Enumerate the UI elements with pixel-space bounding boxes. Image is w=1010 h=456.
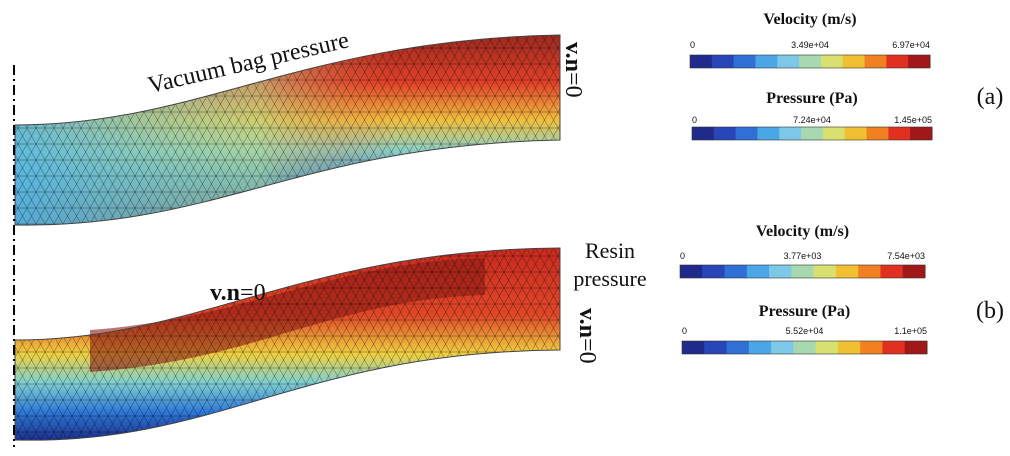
colorbar-segment bbox=[702, 265, 726, 278]
colorbar-tick-label: 0 bbox=[682, 326, 687, 336]
annotation: pressure bbox=[573, 266, 646, 291]
colorbar-segment bbox=[799, 55, 822, 68]
colorbar-segment bbox=[801, 127, 824, 140]
colorbar-segment bbox=[882, 341, 906, 354]
colorbar-segment bbox=[880, 265, 904, 278]
colorbar-tick-label: 0 bbox=[680, 251, 685, 261]
colorbar-tick-label: 7.24e+04 bbox=[793, 115, 831, 125]
colorbar-title: Velocity (m/s) bbox=[756, 223, 849, 240]
colorbar-segment bbox=[888, 127, 911, 140]
colorbar-segment bbox=[813, 265, 837, 278]
boundary-label: v.n=0 bbox=[574, 308, 600, 364]
colorbar-segment bbox=[735, 127, 758, 140]
colorbar-segment bbox=[866, 127, 889, 140]
boundary-label: v.n=0 bbox=[210, 280, 266, 306]
colorbar-segment bbox=[724, 265, 748, 278]
colorbar-segment bbox=[777, 55, 800, 68]
colorbar-segment bbox=[757, 127, 780, 140]
colorbar-title: Pressure (Pa) bbox=[759, 303, 850, 320]
colorbar-tick-label: 3.77e+03 bbox=[784, 251, 822, 261]
colorbar-segment bbox=[690, 55, 713, 68]
colorbar-segment bbox=[682, 341, 705, 354]
colorbar-segment bbox=[713, 127, 737, 140]
colorbar-segment bbox=[680, 265, 703, 278]
colorbar-tick-label: 1.1e+05 bbox=[894, 326, 927, 336]
colorbar-frame bbox=[691, 126, 933, 141]
colorbar-segment bbox=[860, 341, 883, 354]
colorbar-frame bbox=[681, 340, 928, 355]
colorbar-title: Pressure (Pa) bbox=[766, 90, 857, 107]
colorbar-segment bbox=[726, 341, 750, 354]
colorbar-segment bbox=[791, 265, 815, 278]
colorbar-segment bbox=[908, 55, 931, 68]
colorbar-segment bbox=[858, 265, 881, 278]
colorbar-segment bbox=[746, 265, 770, 278]
colorbar-tick-label: 1.45e+05 bbox=[894, 115, 932, 125]
colorbar-segment bbox=[755, 55, 778, 68]
colorbar-segment bbox=[793, 341, 817, 354]
colorbar-segment bbox=[820, 55, 844, 68]
colorbar-segment bbox=[711, 55, 735, 68]
colorbar-segment bbox=[904, 341, 928, 354]
colorbar-segment bbox=[779, 127, 802, 140]
colorbar-segment bbox=[692, 127, 715, 140]
colorbar-segment bbox=[837, 341, 861, 354]
mesh-panel-a bbox=[14, 34, 561, 226]
annotation: Resin bbox=[585, 238, 635, 263]
boundary-label: v.n=0 bbox=[560, 42, 586, 98]
colorbar-tick-label: 0 bbox=[692, 115, 697, 125]
colorbar-tick-label: 6.97e+04 bbox=[892, 40, 930, 50]
colorbar-frame bbox=[689, 54, 931, 69]
colorbar-segment bbox=[769, 265, 792, 278]
colorbar-segment bbox=[771, 341, 794, 354]
panel-tag: (b) bbox=[976, 298, 1004, 324]
colorbar-segment bbox=[886, 55, 909, 68]
colorbar-segment bbox=[835, 265, 859, 278]
colorbar-segment bbox=[902, 265, 926, 278]
panel-tag: (a) bbox=[977, 84, 1004, 110]
colorbar-segment bbox=[733, 55, 756, 68]
colorbar-tick-label: 3.49e+04 bbox=[791, 40, 829, 50]
colorbar-segment bbox=[822, 127, 846, 140]
colorbar-segment bbox=[704, 341, 728, 354]
colorbar-title: Velocity (m/s) bbox=[763, 11, 856, 28]
colorbar-tick-label: 5.52e+04 bbox=[786, 326, 824, 336]
colorbar-segment bbox=[748, 341, 772, 354]
colorbar-segment bbox=[864, 55, 887, 68]
mesh-panel-b bbox=[14, 247, 561, 441]
colorbar-tick-label: 7.54e+03 bbox=[887, 251, 925, 261]
colorbar-tick-label: 0 bbox=[690, 40, 695, 50]
colorbar-segment bbox=[844, 127, 868, 140]
colorbar-segment bbox=[815, 341, 839, 354]
colorbar-segment bbox=[842, 55, 866, 68]
colorbar-segment bbox=[910, 127, 933, 140]
colorbar-frame bbox=[679, 264, 926, 279]
